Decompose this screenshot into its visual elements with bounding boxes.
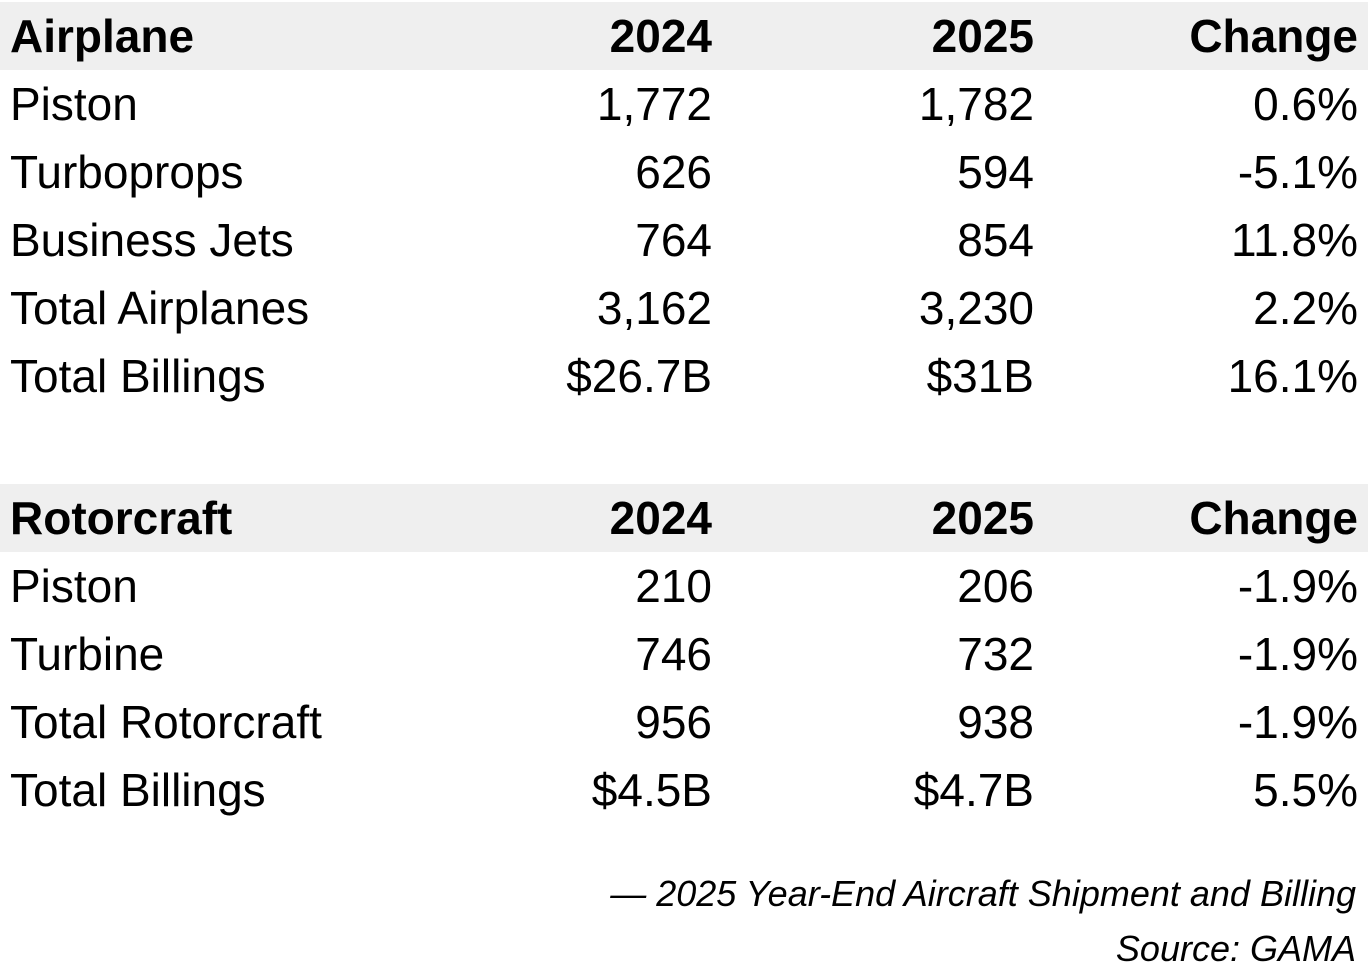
value-2024: 1,772 <box>596 78 712 130</box>
value-2024: 956 <box>635 696 712 748</box>
value-change: -5.1% <box>1237 146 1358 198</box>
value-2024: 3,162 <box>596 282 712 334</box>
rotorcraft-header-2024: 2024 <box>609 492 712 544</box>
row-label: Business Jets <box>10 214 294 266</box>
value-change: 2.2% <box>1253 282 1358 334</box>
airplane-table: Airplane 2024 2025 Change Piston 1,772 1… <box>0 2 1368 410</box>
value-2025: 938 <box>957 696 1034 748</box>
row-label: Piston <box>10 78 138 130</box>
value-change: 5.5% <box>1253 764 1358 816</box>
row-label: Turboprops <box>10 146 244 198</box>
value-2025: 206 <box>957 560 1034 612</box>
airplane-header-category: Airplane <box>10 10 195 62</box>
rotorcraft-header-category: Rotorcraft <box>10 492 233 544</box>
value-change: 0.6% <box>1253 78 1358 130</box>
rotorcraft-table: Rotorcraft 2024 2025 Change Piston 210 2… <box>0 484 1368 824</box>
airplane-header-change: Change <box>1189 10 1358 62</box>
value-change: -1.9% <box>1237 560 1358 612</box>
value-2025: $31B <box>926 350 1034 402</box>
value-2024: 626 <box>635 146 712 198</box>
row-label: Total Rotorcraft <box>10 696 322 748</box>
rotorcraft-header-2025: 2025 <box>931 492 1034 544</box>
value-2025: 3,230 <box>918 282 1034 334</box>
value-2025: 732 <box>957 628 1034 680</box>
caption-source: Source: GAMA <box>1115 928 1356 969</box>
value-2024: 210 <box>635 560 712 612</box>
value-2025: $4.7B <box>913 764 1034 816</box>
value-2025: 594 <box>957 146 1034 198</box>
value-2024: $4.5B <box>591 764 712 816</box>
row-label: Piston <box>10 560 138 612</box>
table-row: Total Airplanes 3,162 3,230 2.2% <box>0 274 1368 342</box>
value-2025: 854 <box>957 214 1034 266</box>
table-row: Turbine 746 732 -1.9% <box>0 620 1368 688</box>
rotorcraft-header-change: Change <box>1189 492 1358 544</box>
row-label: Turbine <box>10 628 165 680</box>
table-row: Total Rotorcraft 956 938 -1.9% <box>0 688 1368 756</box>
table-row: Total Billings $26.7B $31B 16.1% <box>0 342 1368 410</box>
airplane-header-2024: 2024 <box>609 10 712 62</box>
value-change: 11.8% <box>1230 214 1358 266</box>
row-label: Total Airplanes <box>10 282 310 334</box>
airplane-header-row: Airplane 2024 2025 Change <box>0 2 1368 70</box>
table-row: Business Jets 764 854 11.8% <box>0 206 1368 274</box>
rotorcraft-header-row: Rotorcraft 2024 2025 Change <box>0 484 1368 552</box>
row-label: Total Billings <box>10 350 266 402</box>
caption-title: — 2025 Year-End Aircraft Shipment and Bi… <box>610 873 1356 914</box>
value-2024: 746 <box>635 628 712 680</box>
table-row: Turboprops 626 594 -5.1% <box>0 138 1368 206</box>
value-change: -1.9% <box>1237 628 1358 680</box>
value-2024: $26.7B <box>566 350 712 402</box>
table-row: Piston 1,772 1,782 0.6% <box>0 70 1368 138</box>
table-row: Piston 210 206 -1.9% <box>0 552 1368 620</box>
value-change: -1.9% <box>1237 696 1358 748</box>
value-2025: 1,782 <box>918 78 1034 130</box>
airplane-header-2025: 2025 <box>931 10 1034 62</box>
value-2024: 764 <box>635 214 712 266</box>
table-row: Total Billings $4.5B $4.7B 5.5% <box>0 756 1368 824</box>
row-label: Total Billings <box>10 764 266 816</box>
value-change: 16.1% <box>1227 350 1358 402</box>
